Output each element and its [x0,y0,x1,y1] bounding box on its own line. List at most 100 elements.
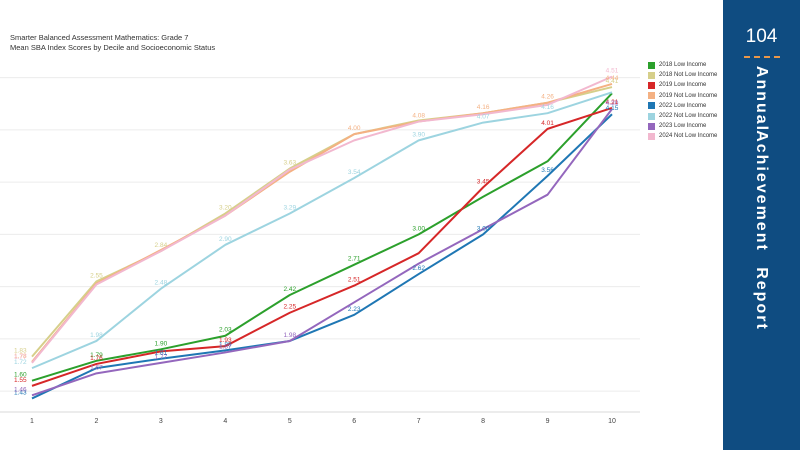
x-tick-label: 4 [223,418,227,425]
page-number-rule [744,56,780,58]
legend-swatch [648,71,655,79]
legend-label: 2018 Not Low Income [659,72,718,79]
data-label: 4.07 [477,114,490,121]
data-label: 2.23 [348,306,361,313]
data-label: 4.15 [606,105,619,112]
legend-item-7: 2024 Not Low Income [648,131,717,141]
legend-item-3: 2019 Not Low Income [648,91,717,101]
data-label: 3.00 [412,225,425,232]
data-label: 1.90 [155,340,168,347]
data-label: 2.55 [90,272,103,279]
data-label: 3.20 [219,204,232,211]
data-label: 4.41 [606,78,619,85]
x-tick-label: 6 [352,418,356,425]
x-tick-label: 9 [546,418,550,425]
x-axis-ticks: 1 2 3 4 5 6 7 8 9 10 [30,418,616,425]
data-label: 4.08 [412,113,425,120]
data-label: 3.54 [348,169,361,176]
data-label: 1.98 [283,332,296,339]
data-label: 2.25 [283,304,296,311]
legend-label: 2022 Low Income [659,102,707,109]
legend-label: 2023 Low Income [659,123,707,130]
side-word-report: Report [753,267,770,331]
data-label: 1.72 [14,359,27,366]
data-label: 3.90 [412,131,425,138]
page-number: 104 [745,26,778,47]
x-tick-label: 10 [608,418,616,425]
data-label: 1.81 [155,350,168,357]
legend-swatch [648,122,655,130]
data-label: 4.44 [606,75,619,82]
data-label: 3.45 [477,178,490,185]
series-line-0 [31,92,613,382]
legend-label: 2019 Not Low Income [659,92,718,99]
data-label: 1.76 [90,355,103,362]
data-label: 1.67 [90,364,103,371]
x-tick-label: 2 [94,418,98,425]
legend-swatch [648,92,655,100]
data-label: 4.16 [477,104,490,111]
legend-item-4: 2022 Low Income [648,101,717,111]
side-word-annual: Annual [753,65,770,133]
data-label: 3.00 [477,225,490,232]
legend-swatch [648,61,655,69]
series-line-4 [31,113,613,400]
data-label: 1.78 [14,353,27,360]
x-tick-label: 7 [417,418,421,425]
legend: 2018 Low Income 2018 Not Low Income 2019 L… [648,60,717,142]
data-label: 4.26 [541,94,554,101]
data-label: 3.29 [283,204,296,211]
data-label: 1.79 [90,352,103,359]
legend-item-1: 2018 Not Low Income [648,70,717,80]
series-lines [31,75,613,400]
data-label: 3.56 [541,167,554,174]
data-label: 4.16 [541,104,554,111]
data-label: 4.00 [348,125,361,132]
gridlines [0,77,640,413]
data-label: 1.55 [14,377,27,384]
data-label: 2.42 [283,286,296,293]
data-label: 1.83 [14,348,27,355]
x-tick-label: 1 [30,418,34,425]
legend-item-0: 2018 Low Income [648,60,717,70]
series-line-6 [31,108,613,397]
data-label: 4.01 [541,120,554,127]
data-label: 2.51 [348,277,361,284]
legend-label: 2022 Not Low Income [659,113,718,120]
chart-subtitle: Mean SBA Index Scores by Decile and Soci… [10,43,216,52]
data-label: 2.48 [155,280,168,287]
legend-label: 2024 Not Low Income [659,133,718,140]
x-tick-label: 8 [481,418,485,425]
legend-swatch [648,112,655,120]
data-label: 1.89 [219,341,232,348]
data-label: 1.93 [219,337,232,344]
data-labels: 1.60 1.79 1.90 2.03 2.42 2.71 3.00 1.83 2.55 2.84… [14,68,619,397]
legend-swatch [648,81,655,89]
x-tick-label: 3 [159,418,163,425]
data-label: 2.71 [348,256,361,263]
legend-item-6: 2023 Low Income [648,121,717,131]
legend-item-2: 2019 Low Income [648,80,717,90]
data-label: 3.63 [283,160,296,167]
series-line-1 [31,86,613,358]
x-tick-label: 5 [288,418,292,425]
side-panel: 104 Annual Achievement Report [723,0,800,450]
chart-title-line-1: Smarter Balanced Assessment Mathematics:… [10,33,189,42]
legend-swatch [648,132,655,140]
legend-label: 2018 Low Income [659,62,707,69]
data-label: 4.21 [606,99,619,106]
chart-title: Smarter Balanced Assessment Mathematics:… [10,33,215,53]
legend-item-5: 2022 Not Low Income [648,111,717,121]
data-label: 2.84 [155,242,168,249]
data-label: 1.87 [219,343,232,350]
data-label: 1.46 [14,386,27,393]
side-word-achievement: Achievement [753,130,770,252]
series-line-5 [31,91,613,370]
data-label: 4.20 [606,100,619,107]
data-label: 4.51 [606,68,619,75]
series-line-3 [31,82,613,363]
data-label: 1.43 [14,389,27,396]
data-label: 2.90 [219,236,232,243]
data-label: 1.60 [14,372,27,379]
legend-swatch [648,102,655,110]
